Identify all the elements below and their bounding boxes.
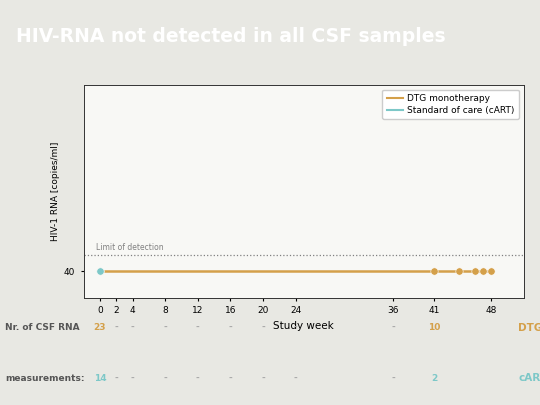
Text: HIV-RNA not detected in all CSF samples: HIV-RNA not detected in all CSF samples xyxy=(16,27,446,46)
Point xyxy=(430,268,438,274)
Text: -: - xyxy=(228,323,232,332)
Text: -: - xyxy=(294,323,298,332)
Text: -: - xyxy=(392,374,395,383)
X-axis label: Study week: Study week xyxy=(273,321,334,330)
Text: -: - xyxy=(163,323,167,332)
Text: Nr. of CSF RNA: Nr. of CSF RNA xyxy=(5,323,80,332)
Text: 10: 10 xyxy=(428,323,440,332)
Text: -: - xyxy=(392,323,395,332)
Text: -: - xyxy=(131,323,134,332)
Text: -: - xyxy=(196,323,200,332)
Text: 2: 2 xyxy=(431,374,437,383)
Text: -: - xyxy=(294,374,298,383)
Text: -: - xyxy=(261,374,265,383)
Text: cART: cART xyxy=(518,373,540,383)
Point xyxy=(96,268,104,274)
Text: Limit of detection: Limit of detection xyxy=(96,243,164,252)
Text: -: - xyxy=(163,374,167,383)
Text: 14: 14 xyxy=(93,374,106,383)
Text: -: - xyxy=(131,374,134,383)
Text: 23: 23 xyxy=(94,323,106,332)
Legend: DTG monotherapy, Standard of care (cART): DTG monotherapy, Standard of care (cART) xyxy=(382,90,519,119)
Text: -: - xyxy=(261,323,265,332)
Text: -: - xyxy=(114,323,118,332)
Point xyxy=(96,268,104,274)
Text: -: - xyxy=(196,374,200,383)
Text: -: - xyxy=(228,374,232,383)
Text: measurements:: measurements: xyxy=(5,374,85,383)
Text: -: - xyxy=(114,374,118,383)
Point xyxy=(487,268,496,274)
Text: DTG: DTG xyxy=(518,323,540,333)
Point xyxy=(470,268,479,274)
Point xyxy=(454,268,463,274)
Point xyxy=(479,268,488,274)
Y-axis label: HIV-1 RNA [copies/ml]: HIV-1 RNA [copies/ml] xyxy=(51,142,60,241)
